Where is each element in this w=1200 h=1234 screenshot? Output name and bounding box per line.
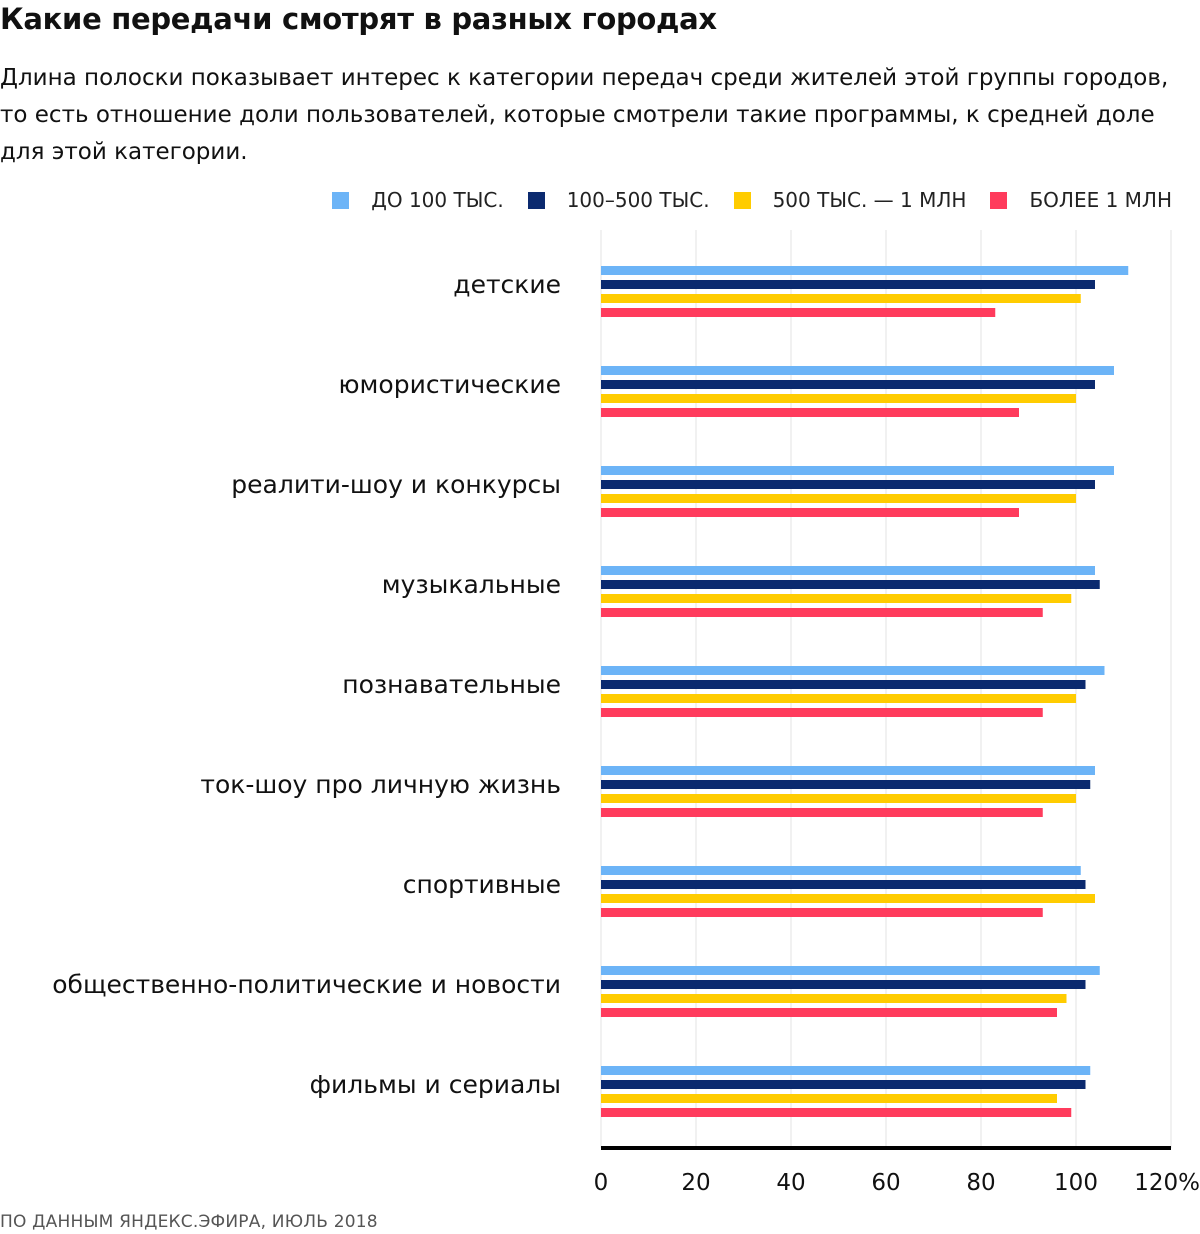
bar-3-3 [601,608,1043,617]
chart-subtitle: Длина полоски показывает интерес к катег… [0,65,1169,165]
bar-0-0 [601,266,1129,275]
category-label: ток-шоу про личную жизнь [200,770,561,799]
category-label: спортивные [403,870,561,899]
legend: ДО 100 ТЫС. 100–500 ТЫС. 500 ТЫС. — 1 МЛ… [308,188,1172,212]
bar-4-1 [601,680,1086,689]
category-label: фильмы и сериалы [310,1070,561,1099]
legend-label-under-100k: ДО 100 ТЫС. [371,188,504,212]
x-tick-label: 0 [594,1170,609,1196]
bar-1-3 [601,408,1019,417]
bar-6-3 [601,908,1043,917]
legend-swatch-500k-1m [733,191,751,209]
x-tick-label: 20 [681,1170,710,1196]
legend-label-over-1m: БОЛЕЕ 1 МЛН [1029,188,1172,212]
bar-0-1 [601,280,1095,289]
bar-5-0 [601,766,1095,775]
source-note: ПО ДАННЫМ ЯНДЕКС.ЭФИРА, ИЮЛЬ 2018 [0,1212,378,1232]
bar-6-2 [601,894,1095,903]
bar-3-1 [601,580,1100,589]
bar-5-1 [601,780,1091,789]
bar-8-2 [601,1094,1057,1103]
bar-4-3 [601,708,1043,717]
x-tick-label: 60 [871,1170,900,1196]
x-tick-label: 100 [1054,1170,1098,1196]
bar-2-1 [601,480,1095,489]
bar-0-3 [601,308,996,317]
bar-5-3 [601,808,1043,817]
category-label: реалити-шоу и конкурсы [231,470,561,499]
bar-8-3 [601,1108,1072,1117]
bar-1-1 [601,380,1095,389]
bar-2-2 [601,494,1076,503]
category-label: детские [453,270,561,299]
legend-label-100k-500k: 100–500 ТЫС. [566,188,710,212]
bar-2-0 [601,466,1114,475]
category-label: общественно-политические и новости [52,970,561,999]
bar-6-1 [601,880,1086,889]
legend-item-under-100k: ДО 100 ТЫС. [332,188,504,212]
x-tick-label: 120% [1134,1170,1200,1196]
x-tick-label: 80 [966,1170,995,1196]
bar-5-2 [601,794,1076,803]
legend-item-100k-500k: 100–500 ТЫС. [527,188,710,212]
bar-8-1 [601,1080,1086,1089]
bar-6-0 [601,866,1081,875]
legend-swatch-over-1m [990,191,1008,209]
category-label: юмористические [339,370,562,399]
legend-swatch-100k-500k [527,191,545,209]
legend-swatch-under-100k [332,191,350,209]
legend-label-500k-1m: 500 ТЫС. — 1 МЛН [772,188,967,212]
bar-8-0 [601,1066,1091,1075]
bar-1-0 [601,366,1114,375]
legend-item-500k-1m: 500 ТЫС. — 1 МЛН [733,188,967,212]
chart-title: Какие передачи смотрят в разных городах [0,2,717,36]
bar-0-2 [601,294,1081,303]
bar-2-3 [601,508,1019,517]
bar-7-1 [601,980,1086,989]
bar-7-0 [601,966,1100,975]
bar-4-0 [601,666,1105,675]
category-label: музыкальные [382,570,561,599]
legend-item-over-1m: БОЛЕЕ 1 МЛН [990,188,1172,212]
bar-4-2 [601,694,1076,703]
bar-3-0 [601,566,1095,575]
bar-7-3 [601,1008,1057,1017]
category-label: познавательные [342,670,561,699]
bar-3-2 [601,594,1072,603]
bar-7-2 [601,994,1067,1003]
bar-1-2 [601,394,1076,403]
x-tick-label: 40 [776,1170,805,1196]
